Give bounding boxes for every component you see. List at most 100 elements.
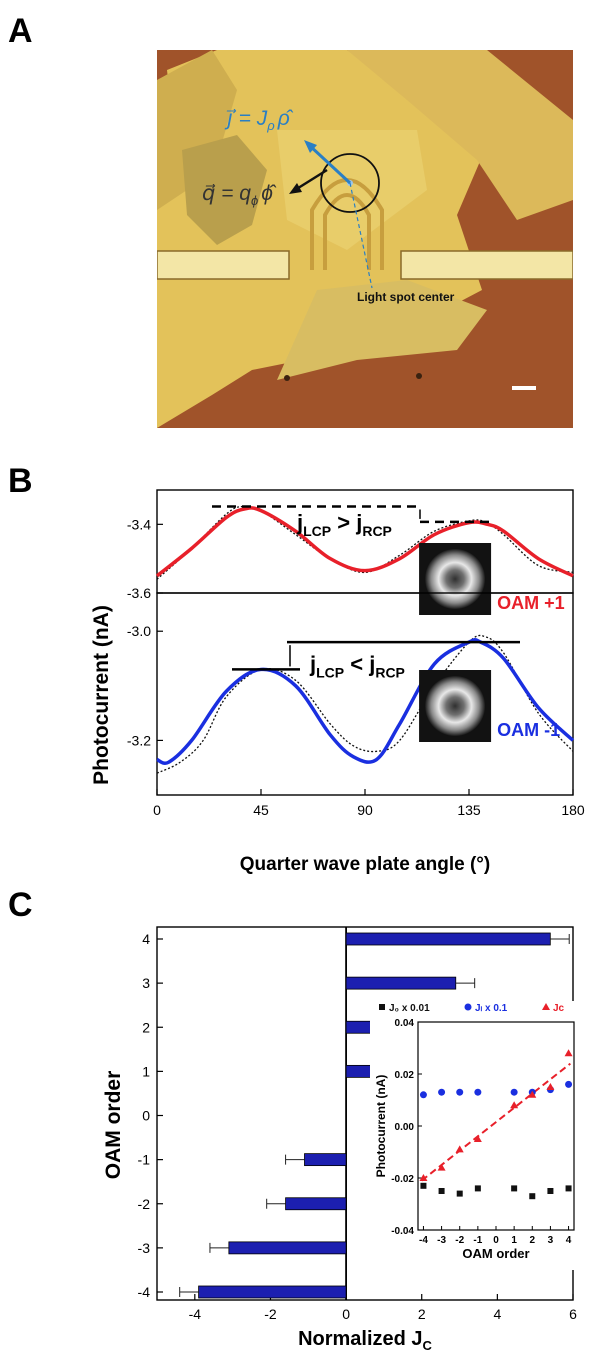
axis-y-label: Photocurrent (nA): [90, 605, 113, 785]
data-curve: [156, 634, 574, 774]
inset-y-label: Photocurrent (nA): [374, 1075, 388, 1178]
beam-profile-image: [425, 676, 486, 736]
inset-point-square: [438, 1188, 445, 1194]
inset-x-tick-label: 4: [566, 1235, 572, 1246]
inset-point-triangle: [437, 1163, 446, 1171]
y-tick-label: -3.2: [127, 732, 151, 748]
inset-plot: 0.04 0.02 0.00 -0.02 -0.04 -4 -3 -2 -1 0 1 2 3 4 OAM o…: [370, 1001, 575, 1270]
inset-point-square: [547, 1188, 554, 1194]
legend-marker: [379, 1004, 385, 1010]
q-vector-arrow: [294, 168, 328, 192]
y-tick-label: 2: [142, 1019, 150, 1035]
j-equation: j⃗ = Jρ ρ̂: [224, 107, 294, 133]
device-micrograph: j⃗ = Jρ ρ̂ q⃗ = qϕ ϕ̂ Light spot center: [157, 50, 573, 428]
comparison-op: <: [344, 651, 369, 676]
x-tick-label: -2: [264, 1306, 277, 1322]
x-tick-label: 180: [561, 802, 585, 818]
flake-region-dark-left: [182, 135, 267, 245]
x-tick-label: 0: [153, 802, 161, 818]
panel-label-a: A: [8, 12, 33, 50]
beam-profile-image: [425, 549, 486, 609]
q-equation: q⃗ = qϕ ϕ̂: [202, 182, 277, 208]
axis-x-label: Quarter wave plate angle (°): [240, 854, 490, 875]
bar: [304, 1153, 347, 1167]
x-tick-label: 6: [569, 1306, 577, 1322]
inset-point-square: [511, 1185, 518, 1192]
debris-dot: [416, 373, 422, 379]
inset-point-triangle: [455, 1145, 464, 1153]
inset-point-square: [456, 1190, 463, 1197]
oam-label: OAM +1: [497, 593, 565, 613]
inset-x-tick-label: 2: [529, 1235, 535, 1246]
y-tick-label: 0: [142, 1108, 150, 1124]
x-tick-label: 0: [342, 1306, 350, 1322]
inset-point-triangle: [564, 1049, 573, 1057]
fit-curve: [155, 506, 574, 578]
inset-point-square: [529, 1193, 536, 1200]
y-tick-label: 4: [142, 931, 150, 947]
inset-point-triangle: [419, 1174, 428, 1181]
comparison-lhs: j: [309, 651, 316, 676]
legend-marker: [542, 1003, 550, 1010]
plot-frame: [156, 592, 574, 796]
light-spot-label: Light spot center: [357, 290, 455, 304]
inset-y-tick-label: -0.02: [391, 1174, 414, 1185]
x-tick-label: 45: [253, 802, 269, 818]
axis-x-label: Normalized JC: [298, 1328, 432, 1353]
inset-x-label: OAM order: [462, 1246, 529, 1261]
inset-x-tick-label: -3: [437, 1235, 446, 1246]
y-tick-label: -3.6: [127, 585, 151, 601]
legend-label: J₀ x 0.01: [389, 1003, 430, 1014]
bar: [345, 932, 551, 946]
electrode-right: [400, 250, 573, 280]
comparison-lhs: j: [296, 510, 303, 535]
bar: [198, 1285, 347, 1299]
j-vector-arrowhead: [304, 140, 317, 153]
debris-dot: [284, 375, 290, 381]
legend-label: Jₗ x 0.1: [475, 1003, 508, 1014]
scale-bar: [512, 386, 536, 390]
x-tick-label: 90: [357, 802, 373, 818]
inset-y-tick-label: -0.04: [391, 1226, 414, 1237]
axis-y-label: OAM order: [102, 1071, 125, 1180]
bar: [228, 1241, 347, 1255]
x-tick-label: 2: [418, 1306, 426, 1322]
j-vector-arrow: [307, 143, 352, 185]
inset-x-tick-label: -4: [419, 1235, 428, 1246]
panel-label-c: C: [8, 886, 33, 924]
x-tick-label: 4: [493, 1306, 501, 1322]
inset-point-triangle: [528, 1090, 537, 1098]
inset-x-tick-label: 0: [493, 1235, 499, 1246]
inset-point-circle: [565, 1080, 573, 1088]
inset-point-circle: [510, 1088, 518, 1096]
inset-point-triangle: [510, 1101, 519, 1109]
flake-region-upper-right: [347, 50, 573, 220]
inset-x-tick-label: -2: [455, 1235, 464, 1246]
y-tick-label: -3.0: [127, 623, 151, 639]
inset-y-tick-label: 0.02: [395, 1070, 415, 1081]
q-vector-arrowhead: [289, 183, 302, 194]
data-curve: [156, 505, 574, 580]
inset-background: [370, 1001, 574, 1270]
inset-point-circle: [438, 1088, 446, 1096]
y-tick-label: -2: [138, 1196, 151, 1212]
oam-label: OAM -1: [497, 720, 560, 740]
legend-marker: [464, 1003, 472, 1011]
inset-x-tick-label: -1: [473, 1235, 482, 1246]
x-tick-label: 135: [457, 802, 481, 818]
fit-curve: [156, 638, 575, 765]
inset-point-square: [565, 1185, 572, 1192]
panel-label-b: B: [8, 462, 33, 500]
comparison-rhs: j: [355, 510, 362, 535]
inset-x-tick-label: 3: [548, 1235, 554, 1246]
comparison-label: jLCP > jRCP: [296, 510, 392, 539]
inset-x-tick-label: 1: [511, 1235, 517, 1246]
inset-fit-line: [421, 1062, 571, 1182]
flake-region-lower: [277, 280, 487, 380]
inset-point-triangle: [546, 1083, 555, 1090]
y-tick-label: -4: [138, 1284, 151, 1300]
inset-point-triangle: [473, 1135, 482, 1142]
